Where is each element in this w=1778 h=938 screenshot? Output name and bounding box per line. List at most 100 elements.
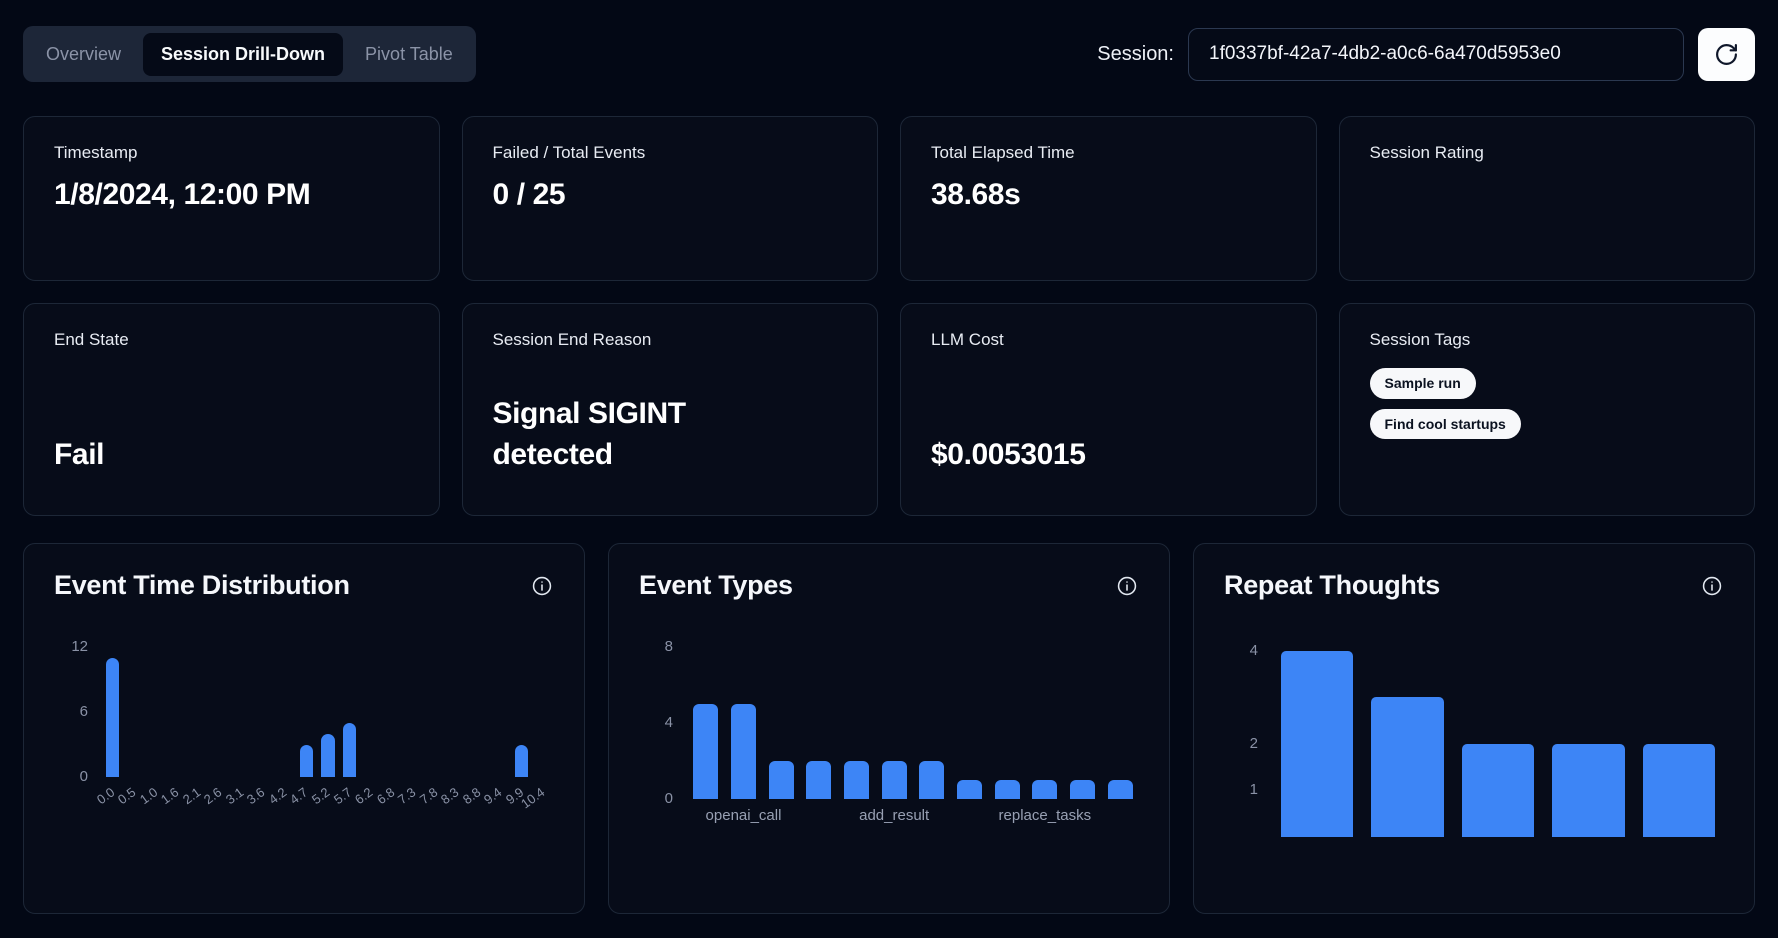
y-axis: 4 2 1 <box>1224 637 1272 837</box>
x-axis-tick: 7.8 <box>416 784 441 808</box>
stat-card-session-tags: Session Tags Sample run Find cool startu… <box>1338 303 1755 516</box>
bar-chart-event-time-distribution[interactable]: 12 6 0 0.0 0.5 1.0 1.6 2.1 2.6 3.1 3.6 4.2 4.7 5.2 5.7… <box>54 638 554 839</box>
x-axis-tick: openai_call <box>705 807 782 824</box>
x-axis-tick: 1.6 <box>158 784 182 808</box>
session-selector: Session: <box>1097 27 1755 81</box>
tab-overview[interactable]: Overview <box>28 33 139 76</box>
x-axis-tick: 2.6 <box>201 784 225 808</box>
bar-chart-repeat-thoughts[interactable]: 4 2 1 <box>1224 637 1724 837</box>
tab-bar: Overview Session Drill-Down Pivot Table <box>23 26 476 82</box>
bar[interactable] <box>919 761 945 799</box>
info-icon[interactable] <box>1115 574 1139 598</box>
stat-label: Session Tags <box>1369 330 1471 349</box>
x-axis-tick: add_result <box>859 807 930 824</box>
session-tags-list: Sample run Find cool startups <box>1369 368 1521 439</box>
bar[interactable] <box>957 780 982 799</box>
x-axis-tick: 5.7 <box>330 784 354 808</box>
stat-label: Total Elapsed Time <box>931 143 1075 162</box>
stat-value: Signal SIGINT detected <box>492 397 687 471</box>
bar[interactable] <box>1032 780 1058 799</box>
x-axis-tick: 3.1 <box>222 784 247 808</box>
bar[interactable] <box>299 744 314 777</box>
y-axis-tick: 12 <box>71 638 88 655</box>
bar[interactable] <box>806 761 832 799</box>
y-axis-tick: 1 <box>1249 781 1258 799</box>
bar[interactable] <box>1371 697 1444 837</box>
y-axis-tick: 0 <box>79 768 88 785</box>
tab-pivot-table[interactable]: Pivot Table <box>347 33 471 76</box>
info-icon[interactable] <box>1700 574 1724 598</box>
tab-session-drill-down[interactable]: Session Drill-Down <box>143 32 344 76</box>
bar[interactable] <box>693 704 719 799</box>
bar[interactable] <box>994 780 1020 799</box>
x-axis-tick: 2.1 <box>179 784 204 808</box>
bar[interactable] <box>515 744 529 777</box>
chart-header: Event Time Distribution <box>54 570 554 601</box>
x-axis: openai_call add_result replace_tasks <box>687 799 1139 835</box>
chart-card-event-types: Event Types 8 4 0 openai_call add_result repl… <box>608 543 1170 914</box>
y-axis-tick: 0 <box>664 790 673 807</box>
bar[interactable] <box>1552 743 1625 837</box>
x-axis-tick: 9.4 <box>481 784 505 808</box>
x-axis-tick: 6.8 <box>373 784 397 808</box>
stat-card-grid: Timestamp 1/8/2024, 12:00 PM Failed / To… <box>23 116 1755 516</box>
x-axis-tick: 0.5 <box>115 784 139 808</box>
x-axis-tick: 5.2 <box>308 784 333 808</box>
bar[interactable] <box>844 761 869 799</box>
chart-card-event-time-distribution: Event Time Distribution 12 6 0 0.0 0.5 1.0 1.6… <box>23 543 585 914</box>
bar[interactable] <box>1107 780 1133 799</box>
bar[interactable] <box>731 704 756 799</box>
chart-header: Event Types <box>639 570 1139 601</box>
plot-area[interactable] <box>1272 637 1724 837</box>
bar[interactable] <box>342 722 357 777</box>
bar[interactable] <box>881 761 907 799</box>
chart-title: Event Time Distribution <box>54 570 350 600</box>
bar[interactable] <box>1642 743 1715 837</box>
session-tag-badge: Find cool startups <box>1369 408 1521 439</box>
charts-row: Event Time Distribution 12 6 0 0.0 0.5 1.0 1.6… <box>23 543 1755 914</box>
bar-chart-event-types[interactable]: 8 4 0 openai_call add_result replace_tasks <box>639 638 1139 835</box>
stat-card-timestamp: Timestamp 1/8/2024, 12:00 PM <box>23 116 440 281</box>
x-axis-tick: replace_tasks <box>998 807 1092 824</box>
bar[interactable] <box>1281 650 1354 837</box>
info-icon[interactable] <box>530 574 554 598</box>
stat-card-session-rating: Session Rating <box>1338 116 1755 281</box>
chart-header: Repeat Thoughts <box>1224 570 1724 601</box>
refresh-button[interactable] <box>1698 27 1755 81</box>
chart-title: Event Types <box>639 570 793 600</box>
x-axis-tick: 3.6 <box>244 784 268 808</box>
stat-value: $0.0053015 <box>931 437 1086 471</box>
plot-area[interactable] <box>687 647 1139 799</box>
session-id-input[interactable] <box>1188 27 1684 81</box>
y-axis-tick: 4 <box>664 714 673 731</box>
y-axis-tick: 2 <box>1249 734 1258 752</box>
stat-card-session-end-reason: Session End Reason Signal SIGINT detecte… <box>461 303 878 516</box>
plot-area[interactable] <box>102 647 554 777</box>
x-axis-tick: 10.4 <box>518 784 548 812</box>
header: Overview Session Drill-Down Pivot Table … <box>23 24 1755 84</box>
stat-card-llm-cost: LLM Cost $0.0053015 <box>900 303 1317 516</box>
x-axis-tick: 8.8 <box>459 784 484 808</box>
bar[interactable] <box>106 657 120 777</box>
stat-card-failed-total-events: Failed / Total Events 0 / 25 <box>461 116 878 281</box>
bar[interactable] <box>1461 743 1535 837</box>
stat-value: 0 / 25 <box>492 178 566 212</box>
bar[interactable] <box>768 761 794 799</box>
y-axis: 8 4 0 <box>639 638 687 807</box>
stat-label: Session End Reason <box>492 330 652 349</box>
refresh-cw-icon <box>1714 42 1739 67</box>
stat-label: LLM Cost <box>931 330 1004 349</box>
bar[interactable] <box>1070 780 1095 799</box>
x-axis-tick: 4.7 <box>287 784 311 808</box>
y-axis-tick: 4 <box>1249 641 1258 659</box>
stat-value: 1/8/2024, 12:00 PM <box>54 178 311 212</box>
stat-value: 38.68s <box>931 178 1021 212</box>
chart-title: Repeat Thoughts <box>1224 570 1440 600</box>
bar[interactable] <box>321 733 335 777</box>
stat-card-end-state: End State Fail <box>23 303 440 516</box>
x-axis-tick: 8.3 <box>438 784 462 808</box>
x-axis-tick: 0.0 <box>93 784 118 808</box>
chart-card-repeat-thoughts: Repeat Thoughts 4 2 1 <box>1193 543 1755 914</box>
x-axis-tick: 6.2 <box>352 784 376 808</box>
stat-card-total-elapsed-time: Total Elapsed Time 38.68s <box>900 116 1317 281</box>
